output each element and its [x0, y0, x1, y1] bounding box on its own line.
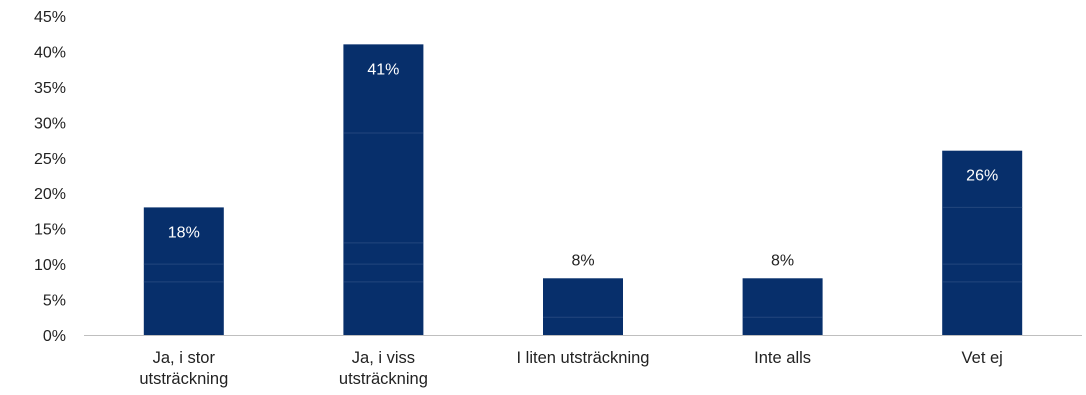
bar — [742, 278, 823, 335]
bar — [543, 278, 623, 335]
x-tick-label: Inte alls — [754, 349, 811, 367]
y-tick-label: 0% — [43, 328, 66, 345]
y-tick-label: 30% — [34, 115, 66, 132]
bar — [143, 207, 224, 335]
x-tick-label: Ja, i stor utsträckning — [139, 349, 228, 388]
bar — [343, 44, 424, 335]
y-tick-label: 40% — [34, 44, 66, 61]
data-label: 26% — [966, 168, 998, 185]
x-tick-label: Vet ej — [962, 349, 1003, 367]
y-tick-label: 15% — [34, 222, 66, 239]
y-tick-label: 45% — [34, 9, 66, 26]
y-tick-label: 20% — [34, 186, 66, 203]
y-tick-label: 25% — [34, 151, 66, 168]
data-label: 41% — [367, 61, 399, 78]
y-tick-label: 35% — [34, 80, 66, 97]
y-tick-label: 10% — [34, 257, 66, 274]
x-tick-label: I liten utsträckning — [517, 349, 650, 367]
data-label: 8% — [571, 252, 594, 269]
bar — [942, 150, 1023, 335]
x-tick-label: Ja, i viss utsträckning — [339, 349, 428, 388]
y-tick-label: 5% — [43, 293, 66, 310]
data-label: 8% — [771, 252, 794, 269]
data-label: 18% — [168, 224, 200, 241]
